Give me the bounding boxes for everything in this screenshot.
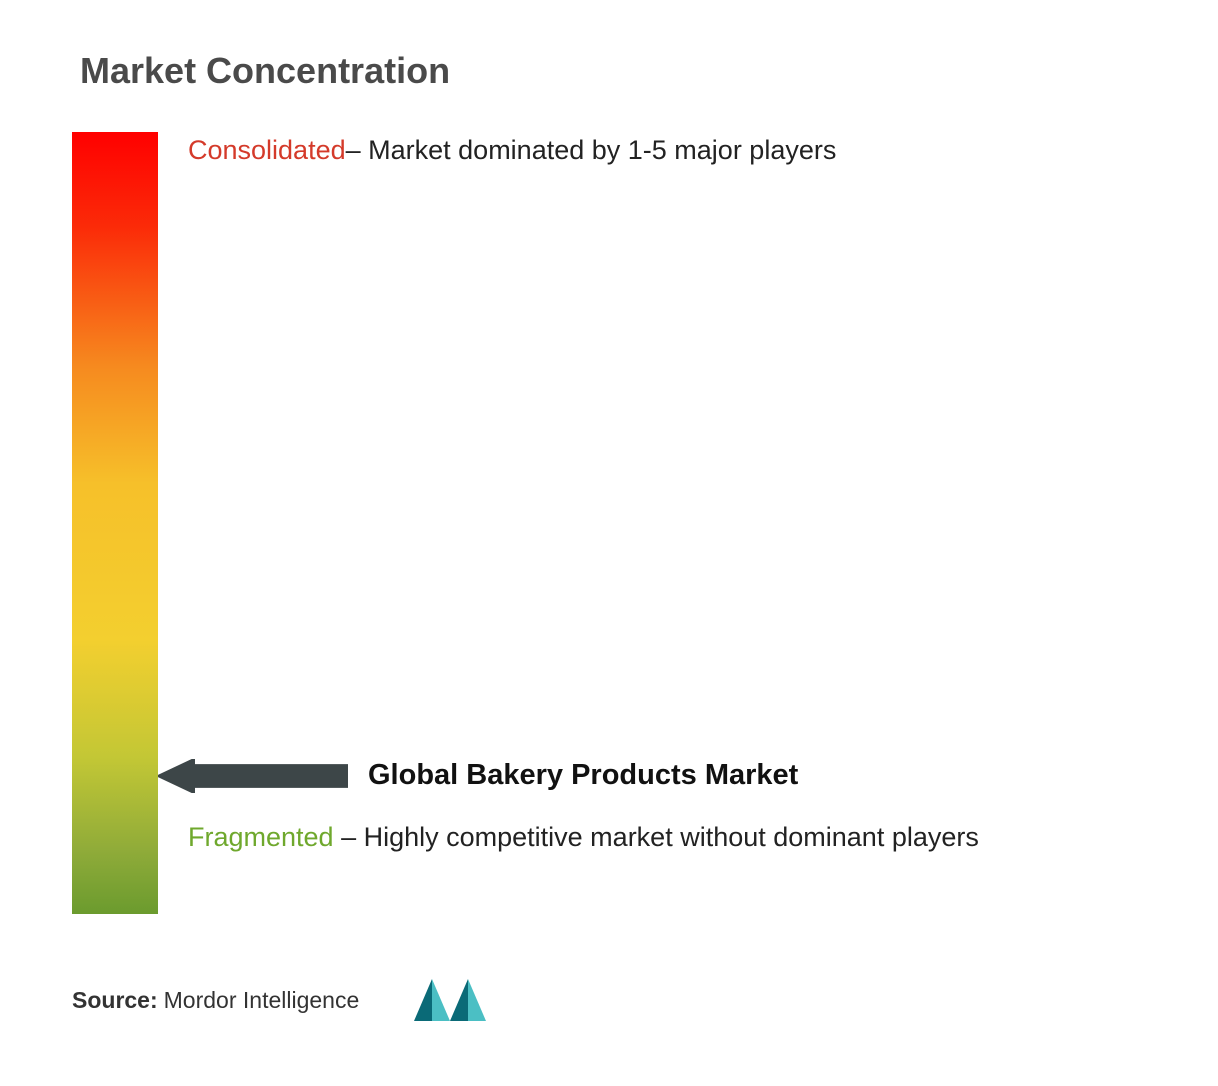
consolidated-term: Consolidated <box>188 135 346 165</box>
labels-area: Consolidated– Market dominated by 1-5 ma… <box>188 132 1138 914</box>
source-label: Source: <box>72 987 158 1014</box>
chart-area: Consolidated– Market dominated by 1-5 ma… <box>80 132 1138 914</box>
source-row: Source: Mordor Intelligence <box>72 979 486 1021</box>
arrow-icon <box>158 759 348 793</box>
concentration-gradient-bar <box>72 132 158 914</box>
source-value: Mordor Intelligence <box>164 987 360 1014</box>
marker-arrow <box>158 759 348 793</box>
market-marker: Global Bakery Products Market <box>188 759 798 793</box>
consolidated-label: Consolidated– Market dominated by 1-5 ma… <box>188 132 836 170</box>
fragmented-desc: – Highly competitive market without domi… <box>334 822 979 852</box>
mordor-logo-icon <box>414 979 486 1021</box>
fragmented-label: Fragmented – Highly competitive market w… <box>188 812 979 863</box>
consolidated-desc: – Market dominated by 1-5 major players <box>346 135 837 165</box>
marker-label: Global Bakery Products Market <box>368 759 798 792</box>
fragmented-term: Fragmented <box>188 822 334 852</box>
chart-title: Market Concentration <box>80 50 1138 92</box>
infographic-container: Market Concentration Consolidated– Marke… <box>0 0 1218 954</box>
